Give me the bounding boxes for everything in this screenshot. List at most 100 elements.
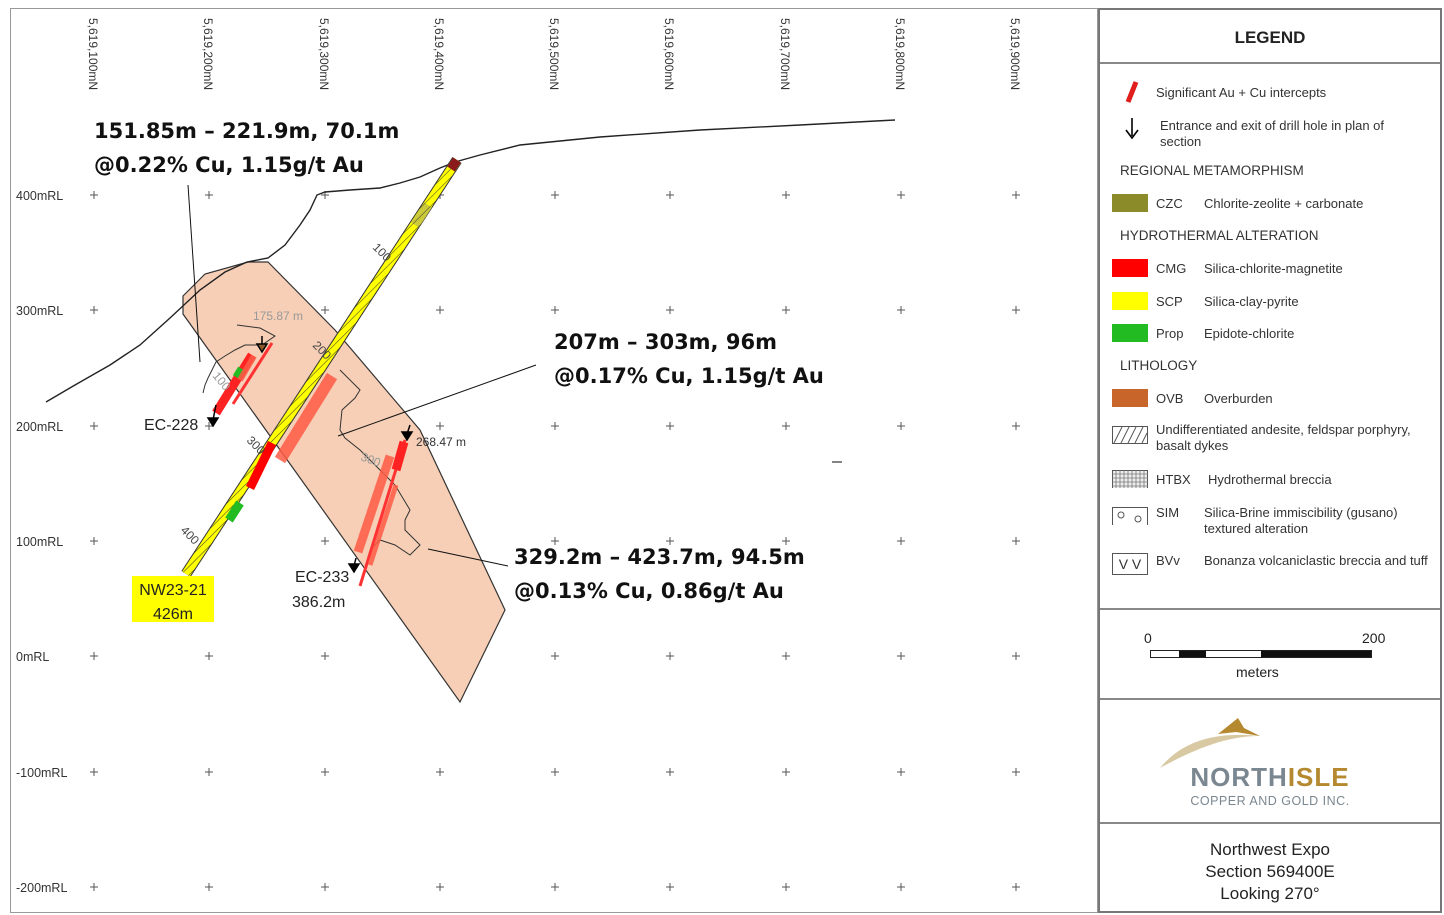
intercept-annotation: 207m – 303m, 96m — [554, 330, 777, 354]
elevation-label: 100mRL — [16, 535, 63, 549]
legend-code: OVB — [1156, 391, 1184, 406]
depth-tick: 300 — [359, 450, 383, 470]
elevation-label: -100mRL — [16, 766, 67, 780]
northing-label: 5,619,600mN — [662, 18, 676, 90]
grid-cross — [897, 652, 905, 660]
legend-code: HTBX — [1156, 472, 1191, 487]
grid-cross — [782, 422, 790, 430]
grid-cross — [90, 768, 98, 776]
grid-cross — [1012, 652, 1020, 660]
grid-cross — [436, 768, 444, 776]
elevation-label: 300mRL — [16, 304, 63, 318]
cross-section-map: 5,619,100mN 5,619,200mN 5,619,300mN 5,61… — [16, 18, 1022, 895]
grid-cross — [436, 883, 444, 891]
intercept-annotation: @0.17% Cu, 1.15g/t Au — [554, 364, 824, 388]
grid-cross — [205, 191, 213, 199]
legend-label: Silica-chlorite-magnetite — [1204, 261, 1343, 276]
legend-label: Epidote-chlorite — [1204, 326, 1295, 341]
grid-cross — [782, 537, 790, 545]
legend-row-significant: Significant Au + Cu intercepts — [1112, 78, 1434, 108]
section-outline — [202, 324, 276, 394]
entry-exit-arrows — [206, 336, 414, 574]
legend-row-czc: CZC Chlorite-zeolite + carbonate — [1112, 194, 1434, 216]
drillhole-nw23-21 — [181, 156, 462, 578]
hole-depth-label: 426m — [153, 606, 193, 623]
grid-cross — [205, 768, 213, 776]
grid-cross — [1012, 422, 1020, 430]
grid-cross — [90, 422, 98, 430]
czc-swatch — [1112, 194, 1148, 212]
northing-label: 5,619,700mN — [778, 18, 792, 90]
hole-name-label: NW23-21 — [139, 582, 207, 599]
legend-row-bvv: V V BVv Bonanza volcaniclastic breccia a… — [1112, 553, 1434, 589]
grid-cross — [551, 537, 559, 545]
legend-row-scp: SCP Silica-clay-pyrite — [1112, 292, 1434, 314]
hole-depth-label: 386.2m — [292, 594, 345, 611]
intercept-annotation: @0.13% Cu, 0.86g/t Au — [514, 579, 784, 603]
logo-name-part1: NORTH — [1190, 762, 1288, 792]
elevation-label: -200mRL — [16, 881, 67, 895]
scale-max: 200 — [1362, 630, 1386, 646]
legend-label: Silica-Brine immiscibility (gusano) text… — [1204, 505, 1398, 536]
legend-row-cmg: CMG Silica-chlorite-magnetite — [1112, 259, 1434, 281]
hole-name-label: EC-228 — [144, 417, 198, 434]
grid-cross — [551, 422, 559, 430]
grid-cross — [205, 883, 213, 891]
grid-cross — [551, 306, 559, 314]
grid-cross — [90, 306, 98, 314]
intercept-annotation: 151.85m – 221.9m, 70.1m — [94, 119, 399, 143]
northing-label: 5,619,100mN — [86, 18, 100, 90]
legend-row-htbx: HTBX Hydrothermal breccia — [1112, 470, 1434, 492]
scale-min: 0 — [1144, 630, 1152, 646]
elevation-label: 0mRL — [16, 650, 49, 664]
grid-cross — [205, 422, 213, 430]
sim-swatch — [1112, 507, 1148, 525]
legend-heading: HYDROTHERMAL ALTERATION — [1120, 228, 1319, 243]
legend-label: Entrance and exit of drill hole in plan … — [1160, 118, 1385, 149]
grid-cross — [551, 768, 559, 776]
legend-divider — [1100, 608, 1440, 610]
grid-cross — [436, 306, 444, 314]
label-highlight — [132, 576, 214, 622]
intercept-annotation: 329.2m – 423.7m, 94.5m — [514, 545, 805, 569]
scale-unit: meters — [1236, 664, 1279, 680]
drillhole-ec-233 — [358, 439, 409, 587]
legend-row-sim: SIM Silica-Brine immiscibility (gusano) … — [1112, 505, 1434, 541]
northing-label: 5,619,400mN — [432, 18, 446, 90]
intercept-bar — [367, 484, 399, 566]
grid-cross — [90, 191, 98, 199]
grid-cross — [321, 537, 329, 545]
grid-cross — [782, 768, 790, 776]
grid-cross — [551, 652, 559, 660]
intercept-swatch — [1125, 81, 1139, 103]
elevation-label: 200mRL — [16, 420, 63, 434]
down-arrow-icon — [1125, 118, 1139, 140]
hole-name-label: EC-233 — [295, 569, 349, 586]
legend-panel: LEGEND Significant Au + Cu intercepts En… — [1098, 8, 1442, 913]
legend-code: BVv — [1156, 553, 1180, 568]
grid-cross — [551, 883, 559, 891]
intercept-leaders — [187, 184, 537, 567]
legend-code: CMG — [1156, 261, 1187, 276]
intercept-annotation: @0.22% Cu, 1.15g/t Au — [94, 153, 364, 177]
htbx-swatch — [1112, 470, 1148, 488]
northing-label: 5,619,200mN — [201, 18, 215, 90]
depth-tick: 400 — [178, 523, 202, 547]
northing-label: 5,619,900mN — [1008, 18, 1022, 90]
section-title-line1: Northwest Expo — [1210, 840, 1330, 859]
grid-cross — [666, 191, 674, 199]
scale-bar-segments — [1150, 650, 1372, 658]
legend-row-ovb: OVB Overburden — [1112, 389, 1434, 411]
grid-cross — [782, 306, 790, 314]
grid-cross — [90, 537, 98, 545]
grid-cross — [782, 191, 790, 199]
prop-swatch — [1112, 324, 1148, 342]
grid-cross — [897, 306, 905, 314]
legend-code: Prop — [1156, 326, 1184, 341]
legend-code: SIM — [1156, 505, 1180, 520]
legend-divider — [1100, 822, 1440, 824]
grid-cross — [1012, 768, 1020, 776]
grid-cross — [897, 191, 905, 199]
grid-cross — [205, 652, 213, 660]
elevation-axis-labels: 400mRL 300mRL 200mRL 100mRL 0mRL -100mRL… — [16, 189, 67, 895]
